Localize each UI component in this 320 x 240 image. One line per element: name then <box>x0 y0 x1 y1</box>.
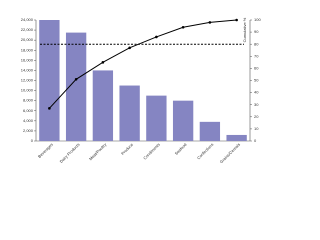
bar <box>65 32 87 141</box>
y-tick-label: 20,000 <box>21 37 34 42</box>
cumulative-point <box>208 21 212 24</box>
y2-tick-label: 70 <box>254 53 259 58</box>
y-tick-label: 0 <box>31 138 34 143</box>
cumulative-line <box>49 19 237 109</box>
cumulative-point <box>48 107 51 110</box>
y-tick-label: 14,000 <box>21 67 34 72</box>
chart: Total Sales Cumulative % 02,0004,0006,00… <box>21 17 262 164</box>
y-tick-label: 2,000 <box>23 128 34 133</box>
cumulative-point <box>155 35 158 39</box>
cumulative-point <box>128 46 131 50</box>
cumulative-point <box>101 61 105 64</box>
bar <box>172 100 194 141</box>
y2-tick-label: 90 <box>254 29 259 34</box>
y-tick-label: 16,000 <box>21 57 34 62</box>
y-tick-label: 10,000 <box>21 88 34 93</box>
y-tick-label: 6,000 <box>23 108 34 113</box>
cumulative-point <box>74 77 78 81</box>
y2-tick-label: 10 <box>254 126 259 131</box>
y2-tick-label: 80 <box>254 41 259 46</box>
cumulative-point <box>235 18 238 22</box>
y2-tick-label: 100 <box>254 17 261 22</box>
y2-tick-label: 40 <box>254 90 259 95</box>
x-tick-label: Meat/Poultry <box>88 142 107 161</box>
x-tick-label: Seafood <box>174 142 188 156</box>
bar <box>226 134 247 141</box>
x-tick-label: Produce <box>120 141 135 156</box>
x-tick-label: Dairy Products <box>58 142 80 164</box>
bar <box>119 85 140 141</box>
y-tick-label: 8,000 <box>23 98 34 103</box>
y-tick-label: 22,000 <box>21 27 34 32</box>
x-tick-label: Condiments <box>142 142 161 161</box>
y-tick-label: 4,000 <box>23 118 34 123</box>
y2-axis-title: Cumulative % <box>242 17 247 42</box>
y2-tick-label: 30 <box>254 102 259 107</box>
cumulative-point <box>181 25 185 29</box>
x-tick-label: Beverages <box>37 142 54 159</box>
bar <box>146 95 167 141</box>
y2-tick-label: 60 <box>254 65 259 70</box>
y-tick-label: 12,000 <box>21 78 34 83</box>
y2-tick-label: 0 <box>254 138 257 143</box>
bar <box>92 70 114 141</box>
y-tick-label: 24,000 <box>21 17 34 22</box>
y2-tick-label: 50 <box>254 78 259 83</box>
bar <box>199 121 221 141</box>
bar <box>39 20 60 141</box>
y2-tick-label: 20 <box>254 114 259 119</box>
y-tick-label: 18,000 <box>21 47 34 52</box>
x-tick-label: Confections <box>196 142 214 160</box>
x-tick-label: Grains/Cereals <box>219 142 241 164</box>
